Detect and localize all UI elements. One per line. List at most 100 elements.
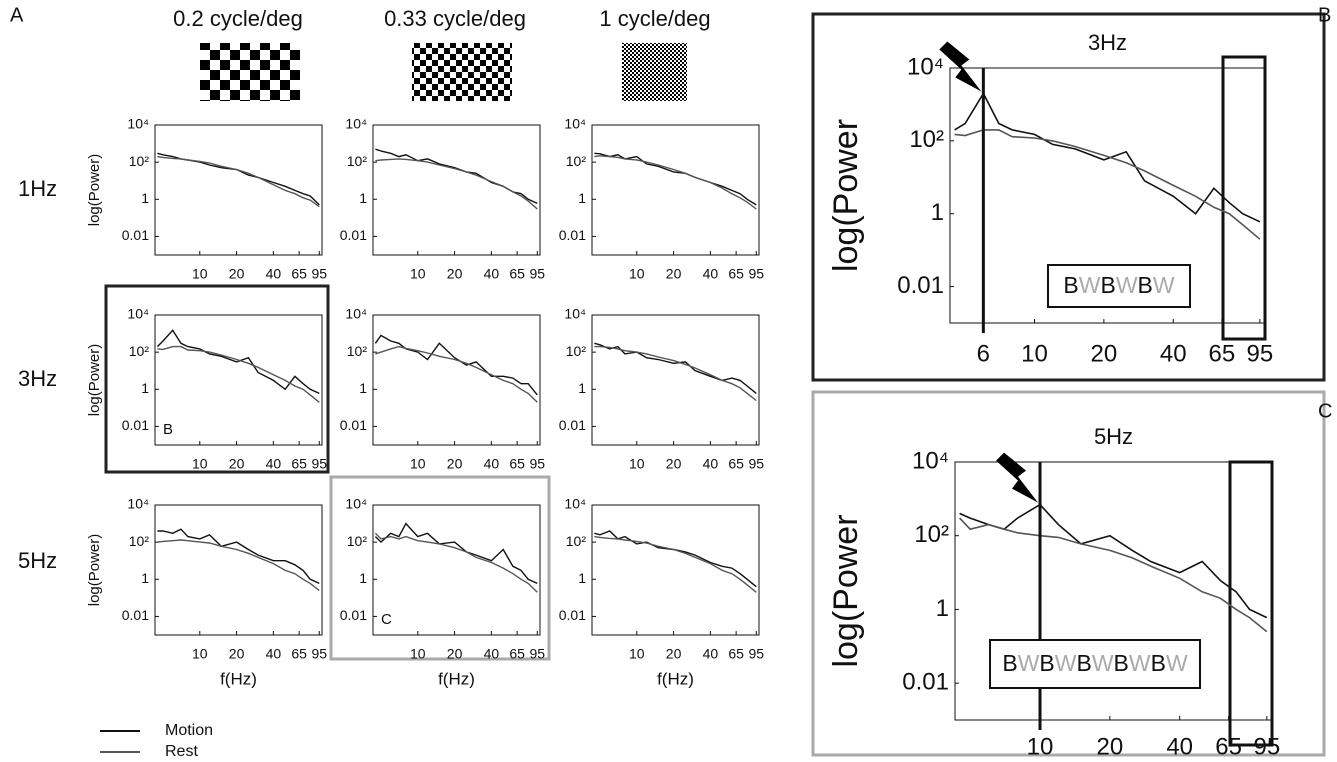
x-tick-label: 95 <box>311 646 327 662</box>
x-axis-label: f(Hz) <box>438 669 475 688</box>
chart-title: 3Hz <box>1088 30 1127 55</box>
plot-frame <box>372 504 541 636</box>
x-tick-label: 40 <box>266 456 282 472</box>
column-title: 0.33 cycle/deg <box>384 6 526 31</box>
x-tick-label: 10 <box>1027 733 1054 760</box>
x-tick-label: 20 <box>447 646 463 662</box>
x-tick-label: 10 <box>192 646 208 662</box>
x-tick-label: 40 <box>703 646 719 662</box>
band-box <box>1228 460 1274 747</box>
series-line <box>157 539 320 592</box>
series-line <box>594 152 757 206</box>
y-tick-label: 1 <box>936 595 949 622</box>
pattern-box <box>1047 264 1191 308</box>
y-axis-label: log(Power) <box>86 154 103 227</box>
x-tick-label: 95 <box>1247 340 1274 367</box>
y-tick-label: 10² <box>347 153 368 169</box>
series-line <box>594 535 757 593</box>
y-tick-label: 10² <box>909 126 944 153</box>
x-tick-label: 65 <box>291 266 307 282</box>
panel-frame <box>811 12 1326 382</box>
y-tick-label: 10² <box>914 521 949 548</box>
pattern-label: BWBWBW <box>1063 272 1174 298</box>
plot-frame <box>954 461 1273 721</box>
x-tick-label: 65 <box>509 266 525 282</box>
panel-frame <box>811 390 1326 757</box>
x-tick-label: 65 <box>291 646 307 662</box>
x-tick-label: 20 <box>666 266 682 282</box>
plot-frame <box>154 314 323 446</box>
arrow <box>939 41 982 92</box>
band-box <box>1221 55 1267 341</box>
y-tick-label: 1 <box>578 570 586 586</box>
x-tick-label: 20 <box>1091 340 1118 367</box>
x-tick-label: 20 <box>666 646 682 662</box>
y-tick-label: 0.01 <box>902 668 949 695</box>
panel-letter: C <box>1318 400 1332 422</box>
y-tick-label: 10⁴ <box>127 306 149 322</box>
x-tick-label: 10 <box>410 266 426 282</box>
x-tick-label: 95 <box>529 266 545 282</box>
y-tick-label: 1 <box>578 190 586 206</box>
x-tick-label: 20 <box>229 646 245 662</box>
x-tick-label: 95 <box>311 266 327 282</box>
plot-frame <box>591 314 760 446</box>
series-line <box>374 532 538 593</box>
y-tick-label: 10² <box>566 533 587 549</box>
plot-frame <box>372 124 541 256</box>
y-tick-label: 10⁴ <box>127 116 149 132</box>
x-tick-label: 20 <box>447 456 463 472</box>
y-tick-label: 10² <box>129 153 150 169</box>
y-tick-label: 1 <box>141 570 149 586</box>
y-tick-label: 10⁴ <box>345 306 367 322</box>
highlight-frame <box>329 475 551 661</box>
x-tick-label: 20 <box>229 456 245 472</box>
plot-frame <box>154 124 323 256</box>
y-tick-label: 10² <box>129 533 150 549</box>
pattern-box <box>989 639 1201 689</box>
x-tick-label: 40 <box>484 266 500 282</box>
y-tick-label: 0.01 <box>897 272 944 299</box>
x-tick-label: 10 <box>629 456 645 472</box>
series-line <box>594 155 757 210</box>
x-tick-label: 10 <box>1021 340 1048 367</box>
series-line <box>374 334 538 396</box>
x-tick-label: 40 <box>266 646 282 662</box>
plot-frame <box>949 67 1266 324</box>
y-tick-label: 1 <box>359 190 367 206</box>
y-tick-label: 1 <box>141 190 149 206</box>
y-tick-label: 10² <box>129 343 150 359</box>
y-tick-label: 1 <box>578 380 586 396</box>
arrow <box>996 452 1039 503</box>
series-line <box>375 148 538 205</box>
y-tick-label: 0.01 <box>559 607 586 623</box>
row-label: 3Hz <box>18 366 57 391</box>
x-tick-label: 65 <box>509 456 525 472</box>
x-tick-label: 10 <box>410 456 426 472</box>
x-tick-label: 65 <box>1209 340 1236 367</box>
x-tick-label: 20 <box>447 266 463 282</box>
series-line <box>156 329 320 395</box>
y-tick-label: 0.01 <box>122 417 149 433</box>
x-tick-label: 40 <box>266 266 282 282</box>
x-tick-label: 20 <box>229 266 245 282</box>
x-tick-label: 95 <box>748 646 764 662</box>
series-line <box>374 522 538 585</box>
x-tick-label: 10 <box>192 456 208 472</box>
x-tick-label: 20 <box>666 456 682 472</box>
x-tick-label: 10 <box>192 266 208 282</box>
series-line <box>594 342 757 394</box>
x-axis-label: f(Hz) <box>220 669 257 688</box>
series-line <box>594 345 757 402</box>
x-tick-label: 65 <box>1215 733 1242 760</box>
x-tick-label: 40 <box>484 456 500 472</box>
pattern-label: BWBWBWBWBW <box>1002 650 1188 676</box>
y-tick-label: 10⁴ <box>912 447 949 474</box>
series-line <box>954 129 1261 240</box>
y-axis-label: log(Power) <box>86 534 103 607</box>
chart-title: 5Hz <box>1094 424 1133 449</box>
x-tick-label: 65 <box>728 456 744 472</box>
series-line <box>157 345 320 403</box>
y-tick-label: 10² <box>347 343 368 359</box>
